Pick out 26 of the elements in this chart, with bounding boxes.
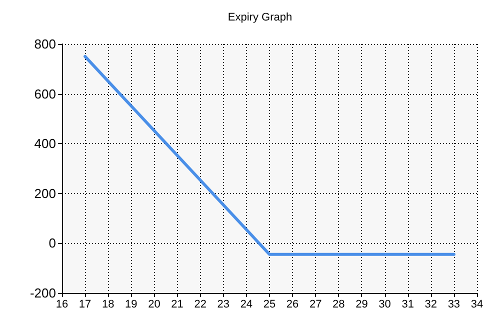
x-tick-label: 34 <box>470 298 484 310</box>
x-tick-label: 29 <box>356 298 368 310</box>
y-tick-label: 200 <box>34 186 56 201</box>
x-tick-label: 27 <box>309 298 322 310</box>
y-tick-label: 0 <box>48 236 56 251</box>
x-tick-label: 17 <box>78 298 92 310</box>
x-tick-label: 32 <box>424 298 438 310</box>
x-tick-label: 19 <box>125 298 138 310</box>
x-tick-label: 24 <box>240 298 253 310</box>
x-tick-label: 16 <box>56 298 68 310</box>
y-tick-label: -200 <box>30 286 56 300</box>
x-tick-label: 20 <box>148 298 160 310</box>
x-tick-label: 31 <box>402 298 414 310</box>
x-tick-label: 21 <box>171 298 184 310</box>
x-tick-label: 30 <box>378 298 391 310</box>
chart-title: Expiry Graph <box>228 12 292 24</box>
y-tick-label: 400 <box>34 136 56 152</box>
x-tick-label: 23 <box>217 298 230 310</box>
x-tick-label: 33 <box>448 298 460 310</box>
x-tick-label: 26 <box>286 298 299 310</box>
x-tick-label: 25 <box>263 298 276 310</box>
y-tick-label: 600 <box>34 86 56 102</box>
x-tick-label: 22 <box>194 298 206 310</box>
y-tick-label: 800 <box>34 36 56 52</box>
x-tick-label: 18 <box>102 298 114 310</box>
x-tick-label: 28 <box>332 298 345 310</box>
